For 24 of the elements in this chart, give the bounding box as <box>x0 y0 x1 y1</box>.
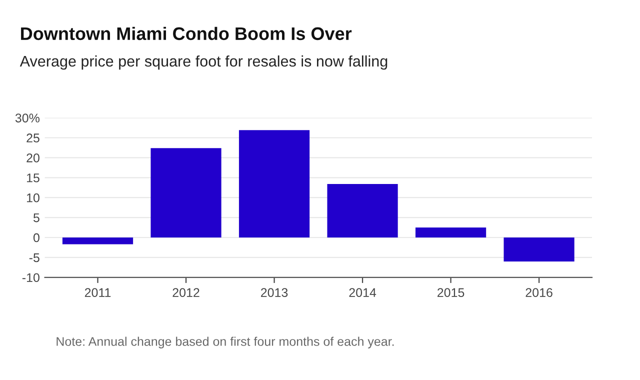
chart-subtitle: Average price per square foot for resales is now falling <box>20 55 388 70</box>
y-tick-label: 30% <box>15 114 40 122</box>
y-tick-label: 20 <box>26 154 40 162</box>
bar <box>150 148 222 238</box>
x-tick-label: 2014 <box>349 288 376 297</box>
y-tick-label: -10 <box>22 273 40 282</box>
bar <box>62 238 134 244</box>
x-tick-label: 2013 <box>261 288 288 297</box>
bar <box>238 130 310 238</box>
bar <box>504 238 574 262</box>
x-tick-label: 2015 <box>438 288 464 297</box>
x-tick-label: 2011 <box>84 288 111 297</box>
x-tick-label: 2012 <box>172 288 200 297</box>
chart-title: Downtown Miami Condo Boom Is Over <box>21 26 352 40</box>
y-tick-label: 25 <box>26 134 40 142</box>
y-tick-label: 15 <box>26 174 40 182</box>
x-tick-label: 2016 <box>526 288 552 297</box>
y-tick-label: 10 <box>26 193 40 202</box>
text: Note: Annual change based on first four months of each year. <box>56 336 394 348</box>
bar <box>415 228 486 238</box>
y-tick-label: 5 <box>33 213 40 222</box>
y-tick-label: -5 <box>29 253 40 262</box>
bar <box>327 184 398 238</box>
y-tick-label: 0 <box>33 233 40 242</box>
